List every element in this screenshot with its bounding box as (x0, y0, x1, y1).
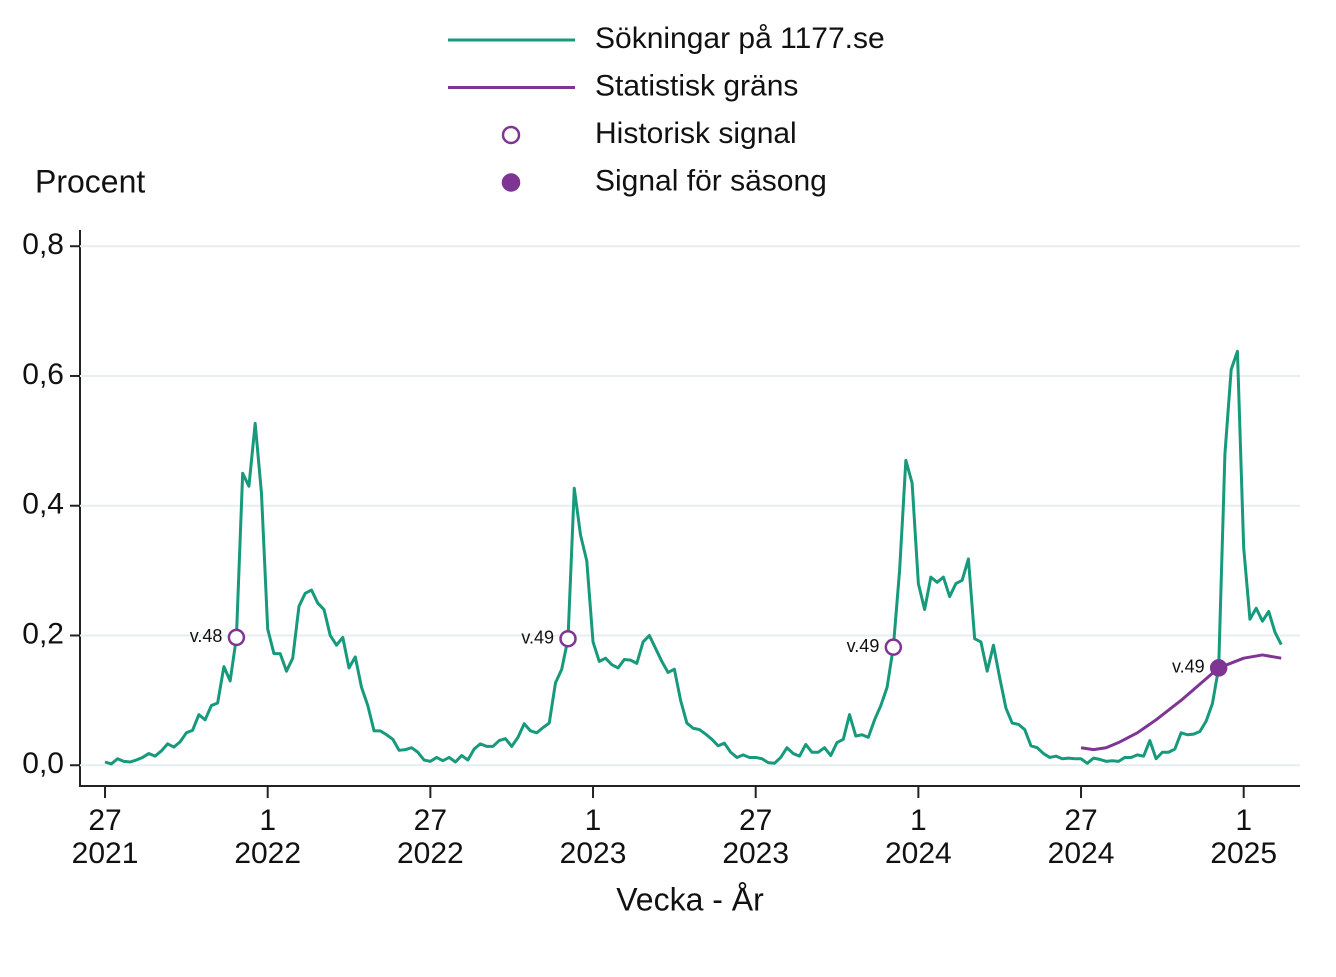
y-tick-label: 0,8 (22, 228, 64, 261)
y-axis-label: Procent (35, 163, 145, 199)
y-tick-label: 0,4 (22, 488, 64, 521)
x-tick-label: 1 2023 (560, 804, 627, 870)
signal-label: v.49 (521, 627, 554, 647)
series-line (104, 349, 1283, 766)
x-tick-label: 27 2022 (397, 804, 464, 870)
legend-swatch (501, 125, 521, 145)
signal-label: v.49 (847, 636, 880, 656)
legend-label: Historisk signal (595, 117, 797, 150)
legend-label: Sökningar på 1177.se (595, 22, 885, 55)
signal-marker (559, 629, 577, 648)
signal-label: v.49 (1172, 657, 1205, 677)
y-tick-label: 0,2 (22, 617, 64, 650)
x-tick-label: 27 2023 (722, 804, 789, 870)
y-tick-label: 0,6 (22, 358, 64, 391)
x-tick-label: 1 2025 (1210, 804, 1277, 870)
legend-label: Signal för säsong (595, 164, 827, 197)
y-tick-label: 0,0 (22, 747, 64, 780)
signal-label: v.48 (190, 626, 223, 646)
x-tick-label: 1 2024 (885, 804, 952, 870)
x-tick-label: 1 2022 (234, 804, 301, 870)
x-tick-label: 27 2024 (1048, 804, 1115, 870)
x-tick-label: 27 2021 (72, 804, 139, 870)
legend-label: Statistisk gräns (595, 69, 798, 102)
legend-swatch (501, 173, 521, 192)
signal-marker (1209, 659, 1228, 677)
signal-marker (227, 628, 246, 647)
x-axis-label: Vecka - År (616, 881, 764, 917)
signal-marker (884, 638, 903, 656)
series-line (1080, 653, 1282, 752)
